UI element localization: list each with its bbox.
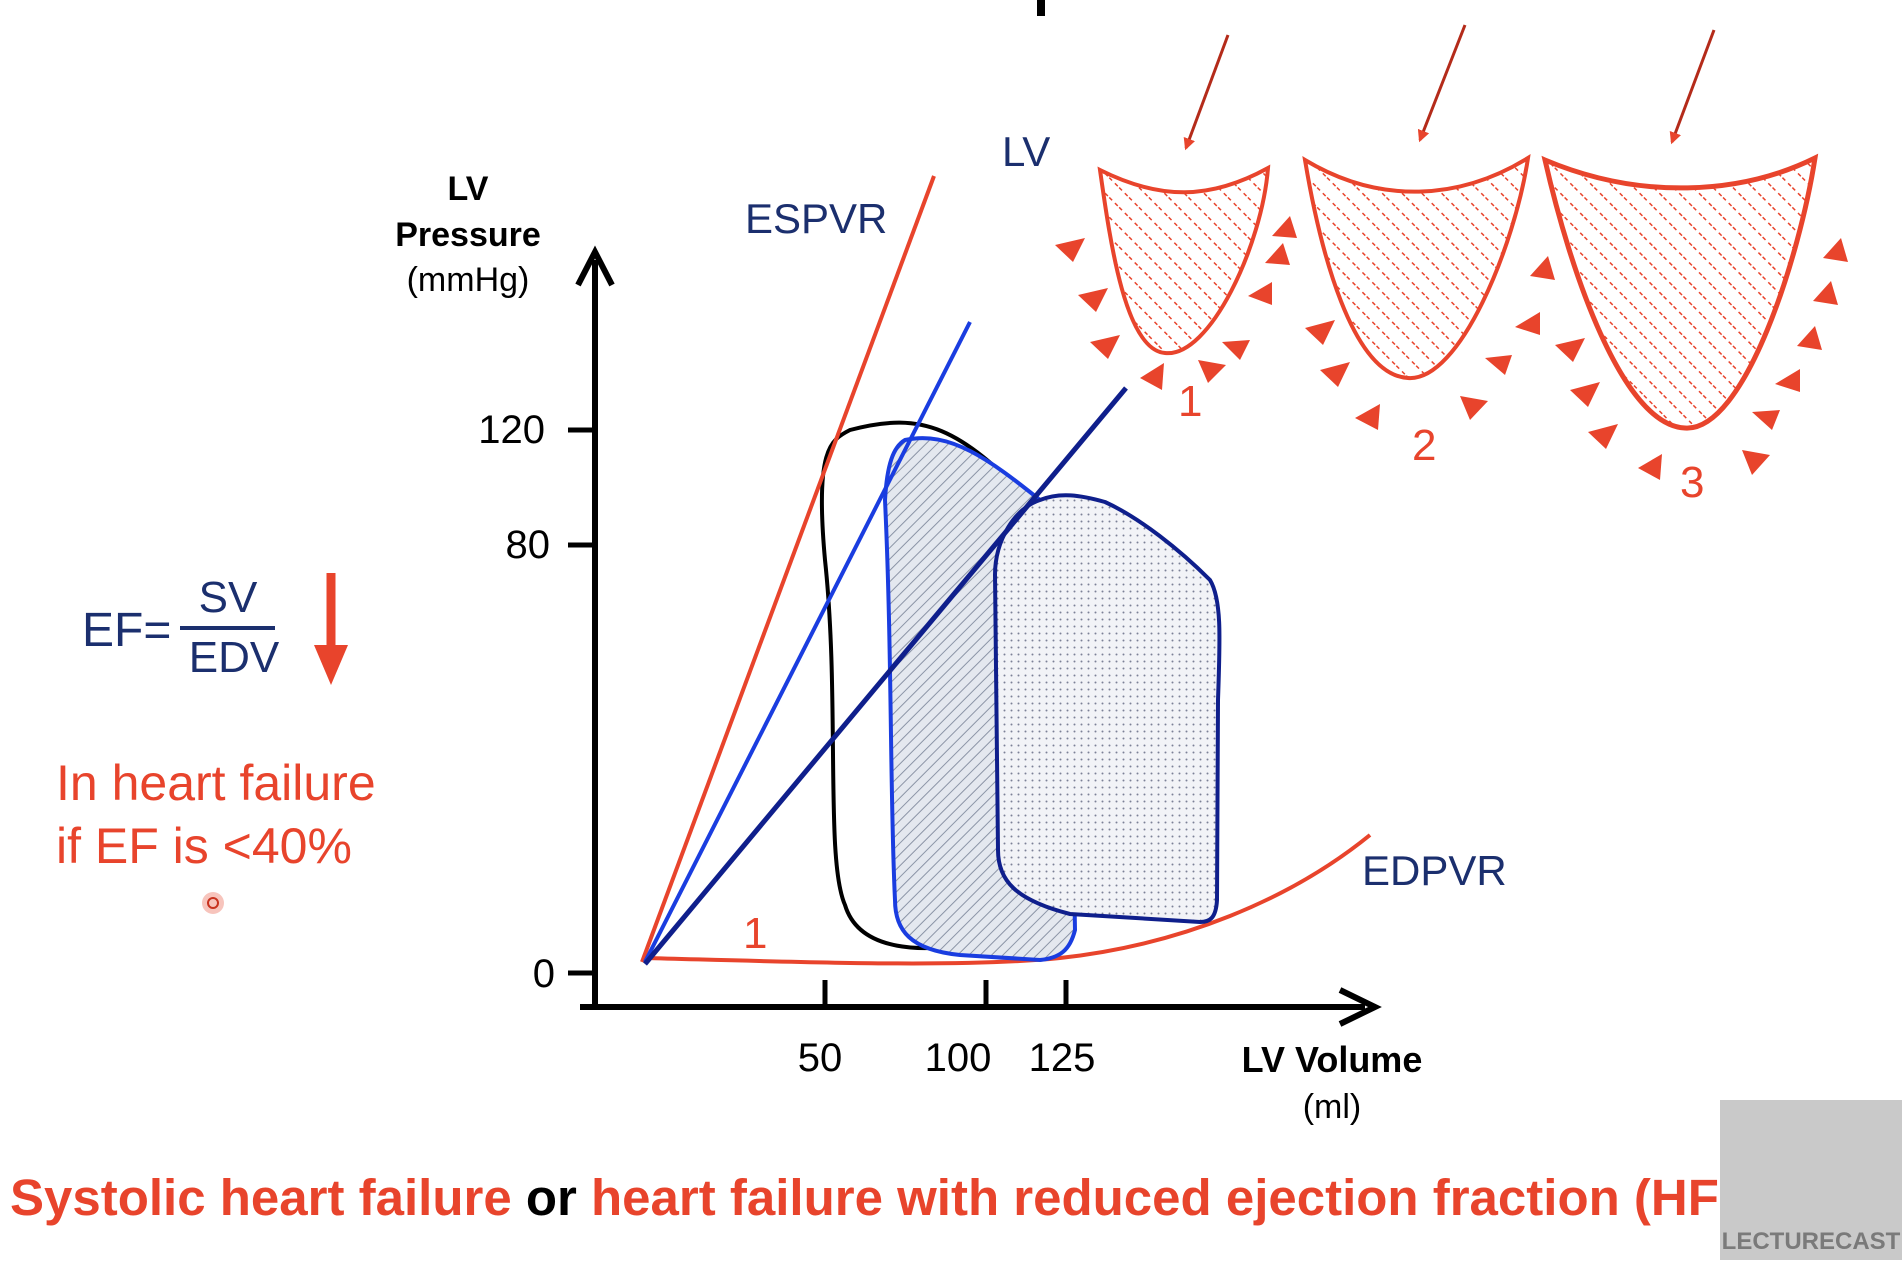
- footer-part-1: Systolic heart failure: [10, 1169, 512, 1226]
- note-line-2: if EF is <40%: [56, 818, 352, 874]
- lv-label: LV: [1002, 128, 1050, 175]
- title-fragment: [1037, 0, 1045, 16]
- lecturecast-watermark: LECTURECAST: [1720, 1100, 1902, 1260]
- y-axis: [568, 245, 615, 1005]
- espvr-label: ESPVR: [745, 195, 887, 242]
- footer-part-2: or: [511, 1169, 592, 1226]
- x-tick-100: 100: [925, 1036, 992, 1080]
- note-line-1: In heart failure: [56, 755, 376, 811]
- ef-lhs: EF=: [82, 604, 171, 657]
- y-tick-120: 120: [478, 408, 545, 452]
- footer-caption: Systolic heart failure or heart failure …: [10, 1168, 1900, 1227]
- cursor-pointer-icon: [202, 892, 224, 914]
- edpvr-curve: [644, 833, 1372, 966]
- edpvr-marker-1: 1: [743, 909, 767, 958]
- pv-loop-severe: [992, 493, 1222, 925]
- y-axis-unit: (mmHg): [407, 261, 530, 299]
- ef-denominator: EDV: [189, 633, 280, 682]
- edpvr-label: EDPVR: [1362, 847, 1507, 894]
- watermark-label: LECTURECAST: [1721, 1228, 1901, 1255]
- x-axis: [580, 980, 1382, 1027]
- x-axis-unit: (ml): [1303, 1088, 1362, 1126]
- y-tick-0: 0: [533, 952, 555, 996]
- y-axis-label-line1: LV: [448, 170, 489, 208]
- espvr-line-reduced: [643, 321, 972, 963]
- espvr-line-severe: [643, 386, 1128, 966]
- down-arrow-icon: [314, 573, 348, 685]
- ventricle-2-diagram: 2: [1302, 24, 1555, 470]
- svg-text:1: 1: [1178, 377, 1202, 426]
- footer-part-3: heart failure with reduced ejection frac…: [591, 1169, 1821, 1226]
- x-tick-125: 125: [1029, 1036, 1096, 1080]
- y-axis-label-line2: Pressure: [395, 216, 541, 254]
- x-tick-50: 50: [798, 1036, 843, 1080]
- svg-text:3: 3: [1680, 458, 1704, 507]
- ef-numerator: SV: [199, 573, 258, 622]
- ventricle-3-diagram: 3: [1541, 29, 1848, 507]
- svg-text:2: 2: [1412, 421, 1436, 470]
- x-axis-label: LV Volume: [1242, 1039, 1423, 1080]
- y-tick-80: 80: [506, 523, 551, 567]
- ef-formula: EF= SV EDV: [82, 573, 348, 685]
- espvr-line-normal: [640, 175, 936, 963]
- ventricle-1-diagram: 1: [1055, 34, 1297, 426]
